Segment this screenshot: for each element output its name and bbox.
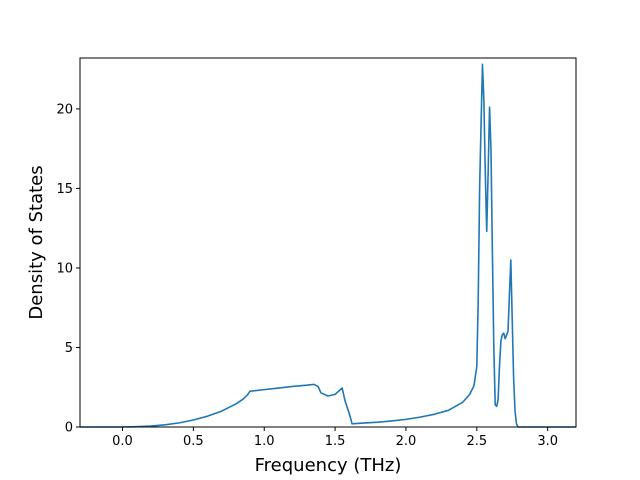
x-tick-label: 2.0 [396,434,417,449]
x-tick-label: 0.5 [183,434,204,449]
y-tick-label: 20 [56,102,73,117]
y-axis-ticks: 0 5 10 15 20 [56,102,80,436]
y-tick-label: 15 [56,182,73,197]
x-tick-label: 1.0 [254,434,275,449]
y-tick-label: 5 [65,341,73,356]
x-axis-ticks: 0.0 0.5 1.0 1.5 2.0 2.5 3.0 [112,427,558,449]
x-tick-label: 2.5 [466,434,487,449]
axes-frame [79,57,577,428]
y-tick-label: 10 [56,261,73,276]
x-axis-title: Frequency (THz) [255,455,402,476]
plot-area [79,57,577,428]
y-tick-label: 0 [65,421,73,436]
x-tick-label: 3.0 [537,434,558,449]
y-axis-title: Density of States [26,165,47,319]
x-tick-label: 1.5 [325,434,346,449]
x-tick-label: 0.0 [112,434,133,449]
